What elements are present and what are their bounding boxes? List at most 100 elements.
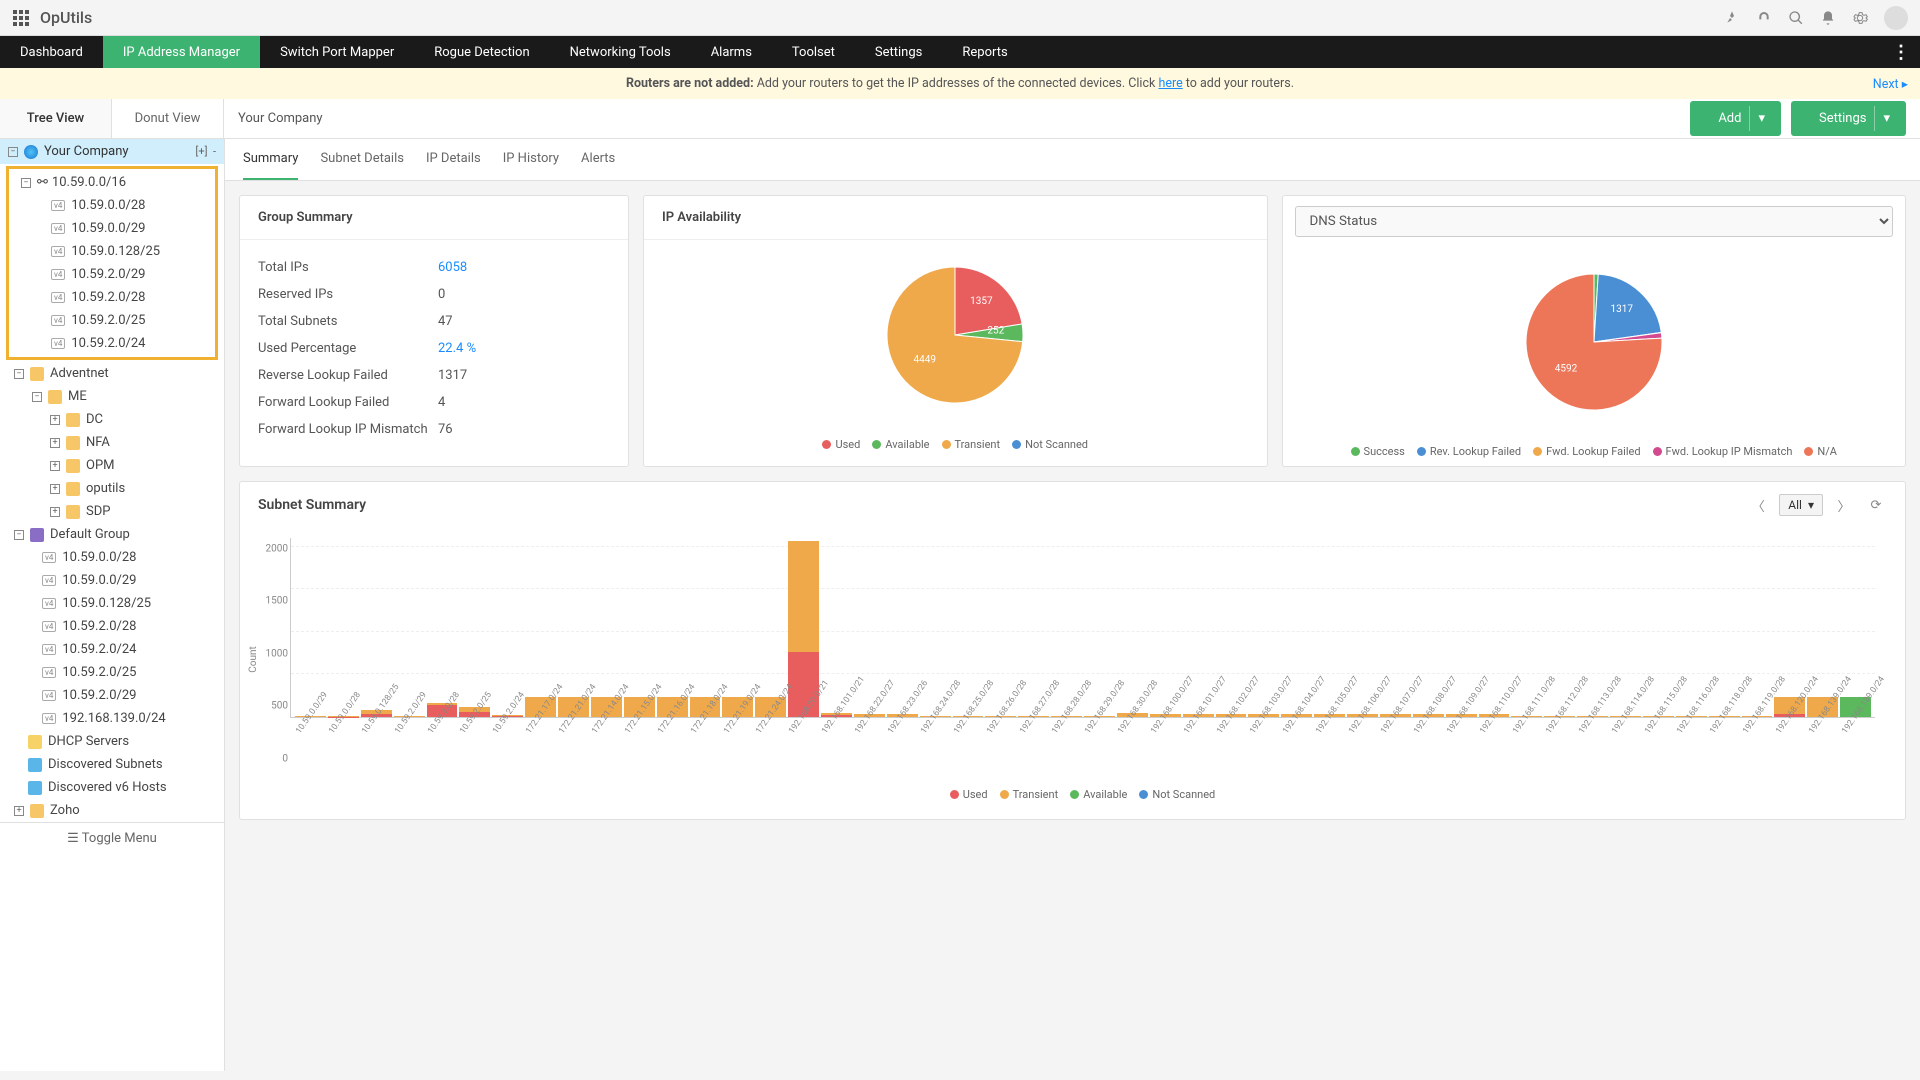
tree-subnet[interactable]: v410.59.0.128/25 — [9, 240, 215, 263]
tree-folder[interactable]: +SDP — [0, 500, 224, 523]
tree-folder-adventnet[interactable]: −Adventnet — [0, 362, 224, 385]
tree-subnet[interactable]: v410.59.0.0/29 — [9, 217, 215, 240]
tree-dhcp[interactable]: DHCP Servers — [0, 730, 224, 753]
topbar: OpUtils — [0, 0, 1920, 36]
nav-networking-tools[interactable]: Networking Tools — [550, 36, 691, 68]
search-icon[interactable] — [1788, 10, 1804, 26]
filter-select[interactable]: All ▾ — [1779, 494, 1823, 516]
nav-alarms[interactable]: Alarms — [691, 36, 772, 68]
bell-icon[interactable] — [1820, 10, 1836, 26]
subtab-alerts[interactable]: Alerts — [581, 139, 615, 180]
gear-icon[interactable] — [1852, 10, 1868, 26]
add-caret-icon[interactable]: ▾ — [1749, 106, 1773, 131]
tree-disc-subnets[interactable]: Discovered Subnets — [0, 753, 224, 776]
stat-row: Reserved IPs0 — [258, 281, 610, 308]
v4-badge: v4 — [51, 200, 65, 211]
tree-folder[interactable]: +OPM — [0, 454, 224, 477]
tree-subnet[interactable]: v410.59.2.0/28 — [9, 286, 215, 309]
subtab-subnet-details[interactable]: Subnet Details — [320, 139, 404, 180]
v4-badge: v4 — [51, 269, 65, 280]
tree-subnet[interactable]: v410.59.0.0/29 — [0, 569, 224, 592]
alert-link[interactable]: here — [1158, 76, 1182, 91]
subtab-ip-details[interactable]: IP Details — [426, 139, 481, 180]
next-icon[interactable]: 〉 — [1833, 494, 1855, 516]
header-row: Tree View Donut View Your Company Add▾ S… — [0, 99, 1920, 139]
v4-badge: v4 — [42, 575, 56, 586]
group-summary-panel: Group Summary Total IPs6058Reserved IPs0… — [239, 195, 629, 467]
nav-rogue-detection[interactable]: Rogue Detection — [414, 36, 549, 68]
settings-caret-icon[interactable]: ▾ — [1874, 106, 1898, 131]
tree-expand-all[interactable]: [+] - — [195, 145, 216, 158]
alert-text: Add your routers to get the IP addresses… — [754, 76, 1159, 91]
dns-status-select[interactable]: DNS Status — [1295, 206, 1894, 237]
tree-subnet[interactable]: v410.59.2.0/24 — [0, 638, 224, 661]
tree-folder[interactable]: +DC — [0, 408, 224, 431]
content: Summary Subnet Details IP Details IP Histor… — [225, 139, 1920, 1071]
tree-subnet[interactable]: v410.59.0.0/28 — [9, 194, 215, 217]
rocket-icon[interactable] — [1724, 10, 1740, 26]
toggle-menu[interactable]: ☰ Toggle Menu — [0, 822, 224, 854]
collapse-icon[interactable]: − — [8, 147, 18, 157]
stat-row: Forward Lookup IP Mismatch76 — [258, 416, 610, 443]
apps-grid-icon[interactable] — [12, 9, 30, 27]
ip-avail-pie: 1357 252 4449 — [855, 250, 1055, 420]
tree-folder-default[interactable]: −Default Group — [0, 523, 224, 546]
v4-badge: v4 — [42, 644, 56, 655]
subtab-ip-history[interactable]: IP History — [503, 139, 559, 180]
nav-toolset[interactable]: Toolset — [772, 36, 855, 68]
tree-disc-v6[interactable]: Discovered v6 Hosts — [0, 776, 224, 799]
dns-status-panel: DNS Status 13174592 SuccessRev. Lookup F… — [1282, 195, 1907, 467]
tree-root[interactable]: − Your Company [+] - — [0, 139, 224, 164]
settings-button[interactable]: Settings▾ — [1791, 101, 1906, 136]
topbar-actions — [1724, 6, 1908, 30]
tree-supernet[interactable]: − ⚯ 10.59.0.0/16 — [9, 171, 215, 194]
alert-bold: Routers are not added: — [626, 76, 754, 91]
subnet-legend: UsedTransientAvailableNot Scanned — [290, 780, 1875, 809]
tree-subnet[interactable]: v410.59.2.0/29 — [0, 684, 224, 707]
svg-text:4449: 4449 — [914, 354, 936, 365]
tree-view-tab[interactable]: Tree View — [0, 99, 112, 138]
subtab-summary[interactable]: Summary — [243, 139, 298, 180]
alert-next[interactable]: Next ▸ — [1873, 76, 1908, 92]
headset-icon[interactable] — [1756, 10, 1772, 26]
nav-more-icon[interactable]: ⋮ — [1882, 42, 1920, 63]
nav-switch-port-mapper[interactable]: Switch Port Mapper — [260, 36, 414, 68]
stat-row: Forward Lookup Failed4 — [258, 389, 610, 416]
nav-ip-address-manager[interactable]: IP Address Manager — [103, 36, 260, 68]
svg-text:1357: 1357 — [970, 296, 993, 307]
tree-folder[interactable]: +oputils — [0, 477, 224, 500]
tree-subnet[interactable]: v410.59.0.0/28 — [0, 546, 224, 569]
tree-subnet[interactable]: v410.59.2.0/28 — [0, 615, 224, 638]
collapse-icon[interactable]: − — [21, 178, 31, 188]
svg-text:252: 252 — [988, 326, 1005, 337]
v4-badge: v4 — [42, 667, 56, 678]
tree-folder[interactable]: +NFA — [0, 431, 224, 454]
stat-row: Reverse Lookup Failed1317 — [258, 362, 610, 389]
v4-badge: v4 — [42, 713, 56, 724]
tree-folder-zoho[interactable]: +Zoho — [0, 799, 224, 822]
nav-dashboard[interactable]: Dashboard — [0, 36, 103, 68]
tree-subnet[interactable]: v410.59.2.0/25 — [9, 309, 215, 332]
tree-folder-me[interactable]: −ME — [0, 385, 224, 408]
prev-icon[interactable]: 〈 — [1747, 494, 1769, 516]
v4-badge: v4 — [42, 598, 56, 609]
add-button[interactable]: Add▾ — [1690, 101, 1781, 136]
v4-badge: v4 — [51, 315, 65, 326]
refresh-icon[interactable]: ⟳ — [1865, 494, 1887, 516]
tree-subnet[interactable]: v410.59.2.0/24 — [9, 332, 215, 355]
tree-subnet[interactable]: v410.59.2.0/25 — [0, 661, 224, 684]
v4-badge: v4 — [42, 690, 56, 701]
v4-badge: v4 — [51, 246, 65, 257]
donut-view-tab[interactable]: Donut View — [112, 99, 224, 138]
subnet-summary-title: Subnet Summary — [258, 497, 366, 513]
tree-subnet[interactable]: v410.59.2.0/29 — [9, 263, 215, 286]
tree-subnet[interactable]: v4192.168.139.0/24 — [0, 707, 224, 730]
subtabs: Summary Subnet Details IP Details IP Histor… — [225, 139, 1920, 181]
stat-row: Total Subnets47 — [258, 308, 610, 335]
nav-reports[interactable]: Reports — [942, 36, 1027, 68]
breadcrumb: Your Company — [224, 111, 337, 126]
nav-settings[interactable]: Settings — [855, 36, 942, 68]
alert-tail: to add your routers. — [1183, 76, 1294, 91]
tree-subnet[interactable]: v410.59.0.128/25 — [0, 592, 224, 615]
user-avatar[interactable] — [1884, 6, 1908, 30]
